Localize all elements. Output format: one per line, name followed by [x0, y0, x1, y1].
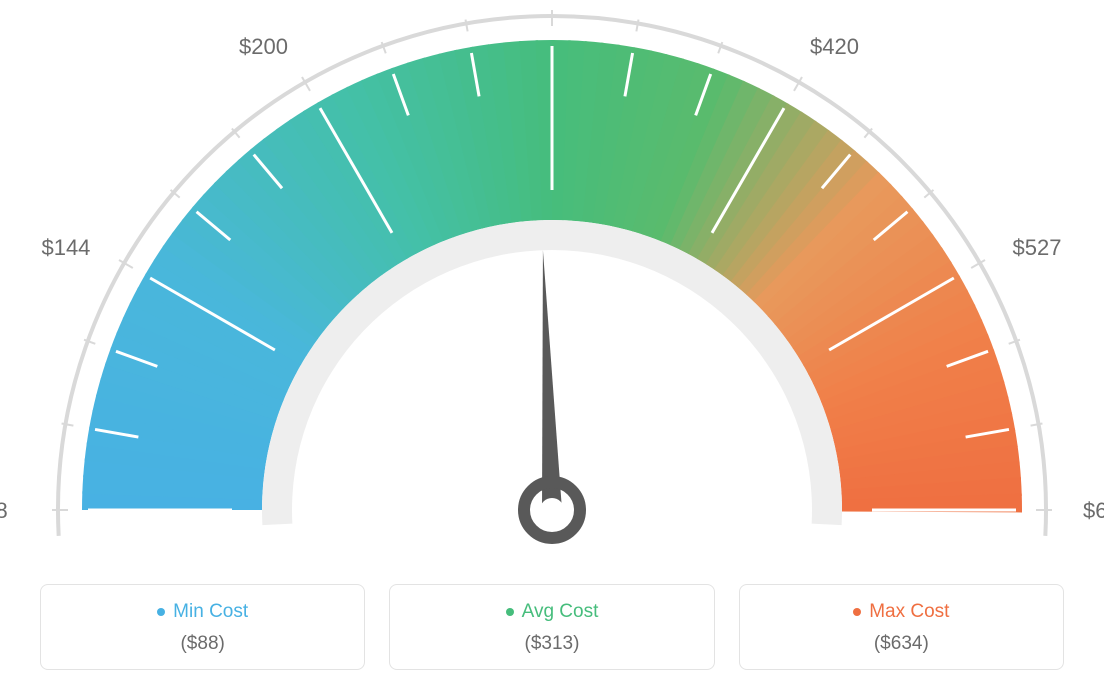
legend-max-title: Max Cost [853, 601, 949, 623]
legend-avg-value: ($313) [400, 633, 703, 655]
legend-min-dot [157, 608, 165, 616]
legend-min-value: ($88) [51, 633, 354, 655]
gauge-tick-label: $420 [810, 34, 859, 60]
legend-avg-card: Avg Cost ($313) [389, 584, 714, 670]
legend-avg-label: Avg Cost [522, 601, 599, 623]
gauge-tick-label: $634 [1083, 498, 1104, 524]
legend-min-label: Min Cost [173, 601, 248, 623]
cost-gauge-chart: $88$144$200$313$420$527$634 Min Cost ($8… [0, 0, 1104, 690]
legend-max-value: ($634) [750, 633, 1053, 655]
legend-max-card: Max Cost ($634) [739, 584, 1064, 670]
legend-min-card: Min Cost ($88) [40, 584, 365, 670]
legend-row: Min Cost ($88) Avg Cost ($313) Max Cost … [40, 584, 1064, 670]
legend-avg-dot [506, 608, 514, 616]
legend-min-title: Min Cost [157, 601, 248, 623]
gauge-tick-label: $88 [0, 498, 8, 524]
gauge-tick-label: $200 [239, 34, 288, 60]
gauge-svg [0, 0, 1104, 560]
legend-max-dot [853, 608, 861, 616]
legend-max-label: Max Cost [869, 601, 949, 623]
legend-avg-title: Avg Cost [506, 601, 599, 623]
gauge-tick-label: $144 [41, 235, 90, 261]
gauge-tick-label: $527 [1013, 235, 1062, 261]
gauge-area: $88$144$200$313$420$527$634 [0, 0, 1104, 560]
